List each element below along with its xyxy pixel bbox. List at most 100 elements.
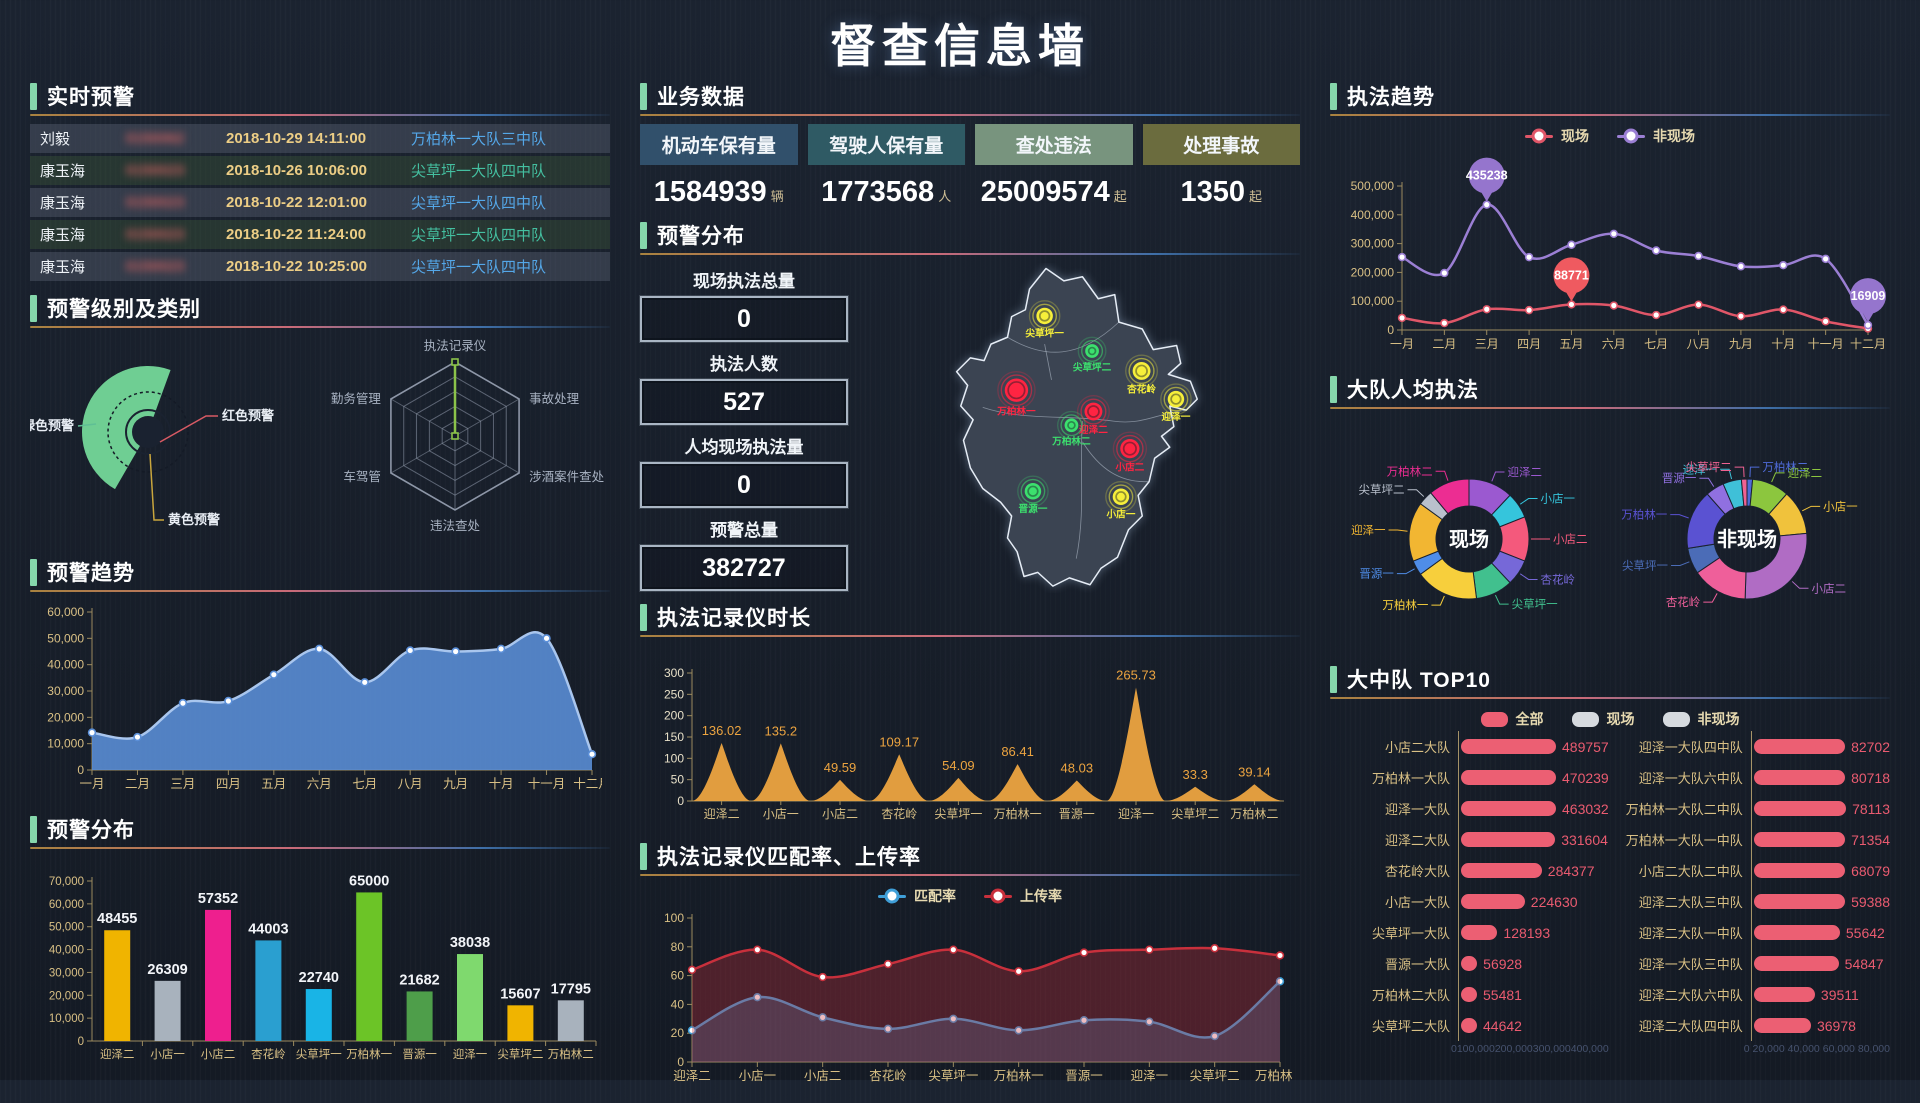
- section-accent-bar: [30, 294, 37, 322]
- top10-value: 59388: [1851, 893, 1890, 910]
- section-accent-bar: [640, 82, 647, 110]
- top10-row[interactable]: 迎泽一大队六中队 80718: [1623, 762, 1890, 793]
- map-stat-label: 人均现场执法量: [684, 438, 804, 457]
- table-row[interactable]: 康玉海 0150023 2018-10-22 11:24:00 尖草坪一大队四中队: [30, 220, 610, 249]
- svg-text:265.73: 265.73: [1116, 668, 1156, 683]
- warning-dist-bar-chart[interactable]: 0 10,000 20,000 30,000 40,000 50,000 60,000 70,…: [30, 857, 602, 1069]
- svg-text:万柏林二: 万柏林二: [1051, 436, 1091, 448]
- top10-zhongdui-list[interactable]: 迎泽一大队四中队 82702 迎泽一大队六中队 80718 万柏林一大队二中队 78113…: [1623, 731, 1890, 1055]
- svg-text:迎泽一: 迎泽一: [1351, 524, 1386, 537]
- svg-text:三月: 三月: [170, 777, 195, 791]
- enforce-trend-chart[interactable]: 0 100,000 200,000 300,000 400,000 500,000 一月 二月…: [1330, 148, 1886, 360]
- top10-bar: [1753, 894, 1846, 909]
- map-marker-小店一[interactable]: 小店一: [1105, 480, 1137, 521]
- svg-text:万柏林二: 万柏林二: [1230, 806, 1278, 821]
- top10-row[interactable]: 万柏林二大队 55481: [1330, 979, 1609, 1010]
- svg-text:迎泽二: 迎泽二: [1508, 466, 1543, 479]
- section-underline: [1330, 697, 1890, 699]
- legend-item-全部[interactable]: 全部: [1480, 709, 1544, 729]
- legend-item-上传率[interactable]: 上传率: [984, 886, 1062, 906]
- top10-value: 68079: [1851, 862, 1890, 879]
- map-marker-杏花岭[interactable]: 杏花岭: [1125, 354, 1159, 395]
- map-marker-小店二[interactable]: 小店二: [1112, 431, 1148, 474]
- svg-text:万柏林一: 万柏林一: [1621, 508, 1667, 522]
- svg-text:尖草坪二: 尖草坪二: [1073, 361, 1112, 373]
- rates-legend[interactable]: 匹配率 上传率: [640, 884, 1300, 908]
- top10-bar: [1753, 1018, 1811, 1033]
- svg-text:135.2: 135.2: [765, 723, 798, 738]
- recorder-duration-chart[interactable]: 0 50 100 150 200 250 300 136.02 迎泽二 135.2 小店一 49.59…: [640, 645, 1292, 827]
- top10-row[interactable]: 小店二大队二中队 68079: [1623, 855, 1890, 886]
- map-stat: 执法人数 527: [640, 350, 848, 425]
- top10-row[interactable]: 迎泽一大队 463032: [1330, 793, 1609, 824]
- officer-name: 刘毅: [40, 131, 71, 148]
- map-marker-万柏林二[interactable]: 万柏林二: [1051, 410, 1091, 448]
- top10-row[interactable]: 尖草坪二大队 44642: [1330, 1010, 1609, 1041]
- top10-value: 463032: [1562, 800, 1609, 817]
- top10-row[interactable]: 万柏林一大队一中队 71354: [1623, 824, 1890, 855]
- map-marker-迎泽一[interactable]: 迎泽一: [1160, 383, 1192, 423]
- svg-text:小店一: 小店一: [150, 1047, 185, 1061]
- map-marker-尖草坪一[interactable]: 尖草坪一: [1025, 300, 1064, 340]
- top10-row[interactable]: 万柏林一大队 470239: [1330, 762, 1609, 793]
- table-row[interactable]: 康玉海 0150023 2018-10-22 12:01:00 尖草坪一大队四中队: [30, 188, 610, 217]
- svg-text:十二月: 十二月: [573, 777, 602, 791]
- legend-item-匹配率[interactable]: 匹配率: [878, 886, 956, 906]
- legend-item-现场[interactable]: 现场: [1525, 126, 1589, 146]
- map-marker-万柏林一[interactable]: 万柏林一: [996, 370, 1036, 418]
- top10-label: 晋源一大队: [1384, 957, 1450, 972]
- legend-item-非现场[interactable]: 非现场: [1617, 126, 1695, 146]
- top10-row[interactable]: 万柏林一大队二中队 78113: [1623, 793, 1890, 824]
- top10-dadui-list[interactable]: 小店二大队 489757 万柏林一大队 470239 迎泽一大队 463032 迎泽二大队 3…: [1330, 731, 1609, 1055]
- enforce-legend[interactable]: 现场 非现场: [1330, 124, 1890, 148]
- table-row[interactable]: 刘毅 0150062 2018-10-29 14:11:00 万柏林一大队三中队: [30, 124, 610, 153]
- top10-row[interactable]: 小店一大队 224630: [1330, 886, 1609, 917]
- legend-item-非现场[interactable]: 非现场: [1662, 709, 1740, 729]
- section-title: 执法记录仪匹配率、上传率: [657, 846, 921, 869]
- top10-row[interactable]: 迎泽一大队三中队 54847: [1623, 948, 1890, 979]
- top10-row[interactable]: 迎泽二大队一中队 55642: [1623, 917, 1890, 948]
- top10-row[interactable]: 迎泽一大队四中队 82702: [1623, 731, 1890, 762]
- top10-bar: [1461, 1018, 1477, 1033]
- top10-row[interactable]: 迎泽二大队六中队 39511: [1623, 979, 1890, 1010]
- top10-row[interactable]: 尖草坪一大队 128193: [1330, 917, 1609, 948]
- svg-text:250: 250: [664, 687, 684, 701]
- section-underline: [1330, 407, 1890, 409]
- map-marker-尖草坪二[interactable]: 尖草坪二: [1073, 336, 1112, 373]
- legend-item-现场[interactable]: 现场: [1571, 709, 1635, 729]
- realtime-table[interactable]: 刘毅 0150062 2018-10-29 14:11:00 万柏林一大队三中队 康玉海…: [30, 124, 610, 281]
- svg-text:黄色预警: 黄色预警: [168, 512, 220, 527]
- svg-text:万柏林一: 万柏林一: [994, 1068, 1044, 1083]
- recorder-rates-chart[interactable]: 0 20 40 60 80 100 迎泽二 小店一 小店二 杏花岭 尖草坪一 万柏林一 晋源一 迎泽一 尖草…: [640, 908, 1305, 1090]
- svg-text:40,000: 40,000: [49, 945, 84, 957]
- top10-legend[interactable]: 全部 现场 非现场: [1330, 707, 1890, 731]
- top10-row[interactable]: 晋源一大队 56928: [1330, 948, 1609, 979]
- svg-text:10,000: 10,000: [49, 1013, 84, 1025]
- top10-row[interactable]: 迎泽二大队四中队 36978: [1623, 1010, 1890, 1041]
- top10-row[interactable]: 迎泽二大队三中队 59388: [1623, 886, 1890, 917]
- top10-row[interactable]: 杏花岭大队 284377: [1330, 855, 1609, 886]
- top10-bar: [1753, 739, 1846, 754]
- table-row[interactable]: 康玉海 0150023 2018-10-26 10:06:00 尖草坪一大队四中队: [30, 156, 610, 185]
- top10-bar-track: 224630: [1458, 886, 1609, 917]
- section-underline: [640, 635, 1300, 637]
- map-marker-迎泽二[interactable]: 迎泽二: [1076, 395, 1110, 436]
- warning-trend-area-chart[interactable]: 0 10,000 20,000 30,000 40,000 50,000 60,000 一月 二…: [30, 600, 610, 800]
- top10-row[interactable]: 小店二大队 489757: [1330, 731, 1609, 762]
- top10-label: 迎泽一大队四中队: [1638, 740, 1743, 755]
- table-row[interactable]: 康玉海 0150023 2018-10-22 10:25:00 尖草坪一大队四中队: [30, 252, 610, 281]
- map-marker-晋源一[interactable]: 晋源一: [1017, 475, 1049, 515]
- section-accent-bar: [640, 221, 647, 249]
- right-column: 执法趋势 现场 非现场 0 100,000 200,000 300,000 400,000…: [1330, 80, 1890, 1103]
- legend-label: 非现场: [1697, 711, 1740, 727]
- svg-text:尖草坪一: 尖草坪一: [1622, 559, 1668, 573]
- top10-label: 尖草坪一大队: [1371, 926, 1450, 941]
- top10-row[interactable]: 迎泽二大队 331604: [1330, 824, 1609, 855]
- svg-text:杏花岭: 杏花岭: [251, 1047, 286, 1061]
- top10-value: 55481: [1483, 986, 1522, 1003]
